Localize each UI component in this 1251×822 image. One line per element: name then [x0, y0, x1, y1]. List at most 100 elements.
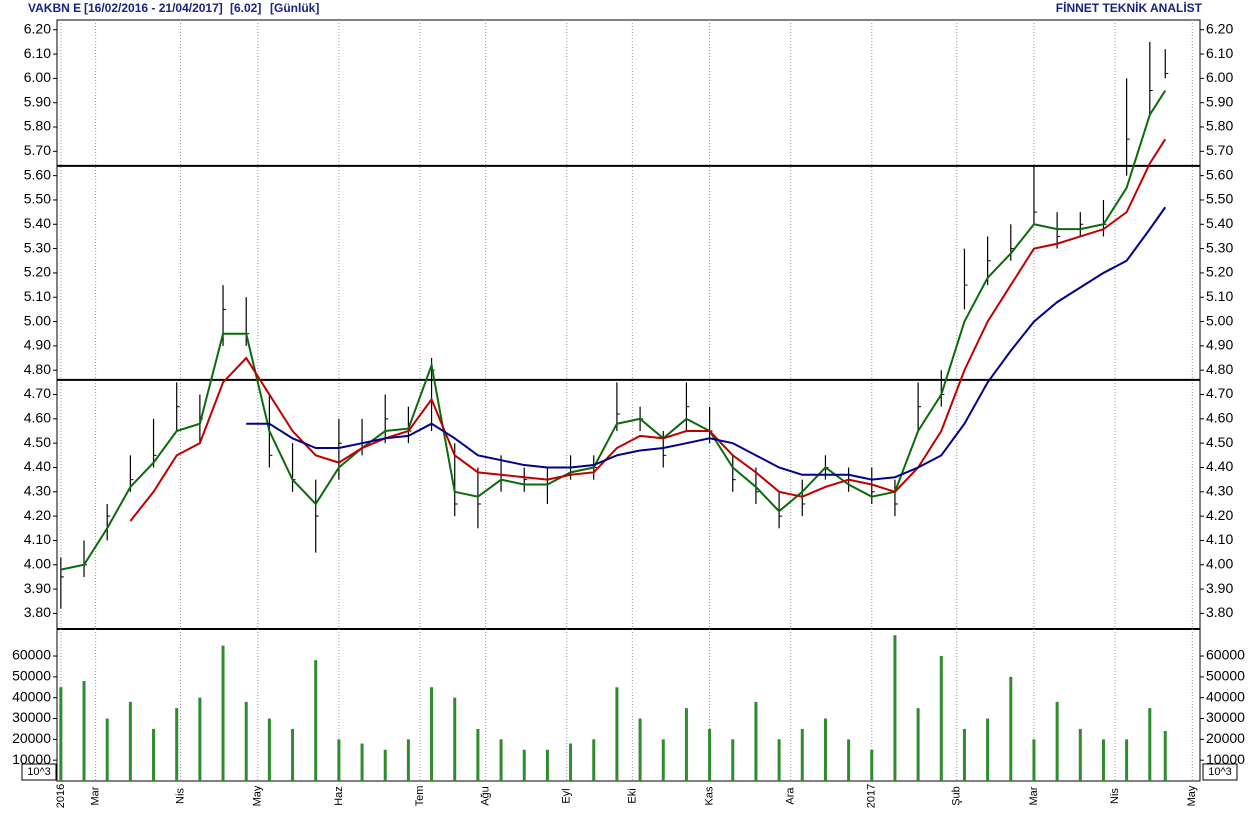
- volume-bar: [1078, 728, 1082, 781]
- volume-bar: [708, 728, 712, 781]
- x-tick-label: Nis: [174, 788, 186, 804]
- y-tick-label: 6.10: [24, 45, 51, 61]
- volume-bar: [59, 687, 63, 781]
- y-tick-label: 5.50: [1206, 191, 1233, 207]
- volume-bar: [476, 728, 480, 781]
- y-tick-label: 5.60: [1206, 166, 1233, 182]
- y-tick-label: 6.10: [1206, 45, 1233, 61]
- y-tick-label: 4.10: [24, 531, 51, 547]
- volume-tick-label: 50000: [1206, 668, 1245, 684]
- volume-bar: [777, 739, 781, 781]
- y-tick-label: 5.90: [1206, 93, 1233, 109]
- period: [Günlük]: [270, 1, 319, 15]
- volume-bar: [337, 739, 341, 781]
- volume-unit: 10^3: [1208, 766, 1232, 778]
- y-tick-label: 4.00: [24, 555, 51, 571]
- volume-bar: [962, 728, 966, 781]
- volume-tick-label: 40000: [12, 688, 51, 704]
- frame: [56, 19, 1201, 782]
- volume-unit: 10^3: [27, 766, 51, 778]
- y-tick-label: 5.70: [1206, 142, 1233, 158]
- volume-bar: [244, 701, 248, 781]
- volume-bar: [684, 708, 688, 781]
- y-tick-label: 4.90: [24, 337, 51, 353]
- x-tick-label: 2017: [866, 784, 878, 808]
- volume-tick-label: 30000: [1206, 709, 1245, 725]
- date-range: [16/02/2016 - 21/04/2017]: [84, 1, 223, 15]
- y-tick-label: 4.60: [1206, 410, 1233, 426]
- volume-bar: [800, 728, 804, 781]
- volume-tick-label: 60000: [12, 647, 51, 663]
- volume-bar: [731, 739, 735, 781]
- volume-tick-label: 50000: [12, 668, 51, 684]
- y-tick-label: 6.00: [24, 69, 51, 85]
- y-tick-label: 4.80: [24, 361, 51, 377]
- x-tick-label: May: [252, 785, 264, 806]
- y-tick-label: 5.30: [24, 239, 51, 255]
- x-tick-label: Ara: [785, 787, 797, 805]
- y-tick-label: 4.40: [1206, 458, 1233, 474]
- volume-bar: [267, 718, 271, 781]
- y-tick-label: 5.20: [1206, 264, 1233, 280]
- x-tick-label: Nis: [1109, 788, 1121, 804]
- y-tick-label: 4.70: [24, 385, 51, 401]
- volume-tick-label: 60000: [1206, 647, 1245, 663]
- volume-bar: [221, 645, 225, 781]
- last-price: [6.02]: [230, 1, 261, 15]
- y-tick-label: 3.90: [24, 580, 51, 596]
- y-tick-label: 4.90: [1206, 337, 1233, 353]
- moving-average: [60, 89, 1167, 571]
- volume-bar: [1101, 739, 1105, 781]
- y-tick-label: 5.40: [24, 215, 51, 231]
- volume-bar: [1163, 731, 1167, 781]
- y-tick-label: 6.20: [24, 20, 51, 36]
- x-tick-label: Kas: [703, 786, 715, 805]
- y-tick-label: 5.00: [1206, 312, 1233, 328]
- volume-tick-label: 30000: [12, 709, 51, 725]
- volume-bar: [1032, 739, 1036, 781]
- volume-bar: [82, 681, 86, 781]
- y-tick-label: 6.20: [1206, 20, 1233, 36]
- volume-bar: [823, 718, 827, 781]
- volume-bar: [406, 739, 410, 781]
- y-tick-label: 4.20: [1206, 507, 1233, 523]
- y-tick-label: 4.80: [1206, 361, 1233, 377]
- volume-bar: [754, 701, 758, 781]
- y-tick-label: 4.60: [24, 410, 51, 426]
- volume-tick-label: 20000: [12, 730, 51, 746]
- y-tick-label: 4.50: [1206, 434, 1233, 450]
- moving-average: [246, 206, 1167, 481]
- volume-bar: [545, 749, 549, 781]
- volume-bar: [615, 687, 619, 781]
- volume-bar: [939, 656, 943, 781]
- x-tick-label: Mar: [90, 786, 102, 805]
- volume-bar: [360, 743, 364, 781]
- volume-bar: [128, 701, 132, 781]
- y-tick-label: 3.80: [24, 604, 51, 620]
- y-tick-label: 4.00: [1206, 555, 1233, 571]
- y-tick-label: 3.80: [1206, 604, 1233, 620]
- volume-bar: [1148, 708, 1152, 781]
- brand: FİNNET TEKNİK ANALİST: [1056, 0, 1203, 15]
- y-tick-label: 5.60: [24, 166, 51, 182]
- x-tick-label: Ağu: [480, 786, 492, 806]
- volume-bar: [870, 749, 874, 781]
- volume-bar: [638, 718, 642, 781]
- y-tick-label: 5.50: [24, 191, 51, 207]
- y-tick-label: 5.90: [24, 93, 51, 109]
- volume-bar: [175, 708, 179, 781]
- volume-bar: [592, 739, 596, 781]
- y-tick-label: 4.10: [1206, 531, 1233, 547]
- volume-bar: [847, 739, 851, 781]
- x-tick-label: Tem: [414, 786, 426, 807]
- y-tick-label: 4.70: [1206, 385, 1233, 401]
- y-tick-label: 3.90: [1206, 580, 1233, 596]
- y-tick-label: 5.80: [24, 118, 51, 134]
- y-tick-label: 5.40: [1206, 215, 1233, 231]
- y-tick-label: 4.50: [24, 434, 51, 450]
- volume-bar: [314, 660, 318, 781]
- volume-bar: [569, 743, 573, 781]
- volume-tick-label: 10000: [1206, 751, 1245, 767]
- y-tick-label: 5.30: [1206, 239, 1233, 255]
